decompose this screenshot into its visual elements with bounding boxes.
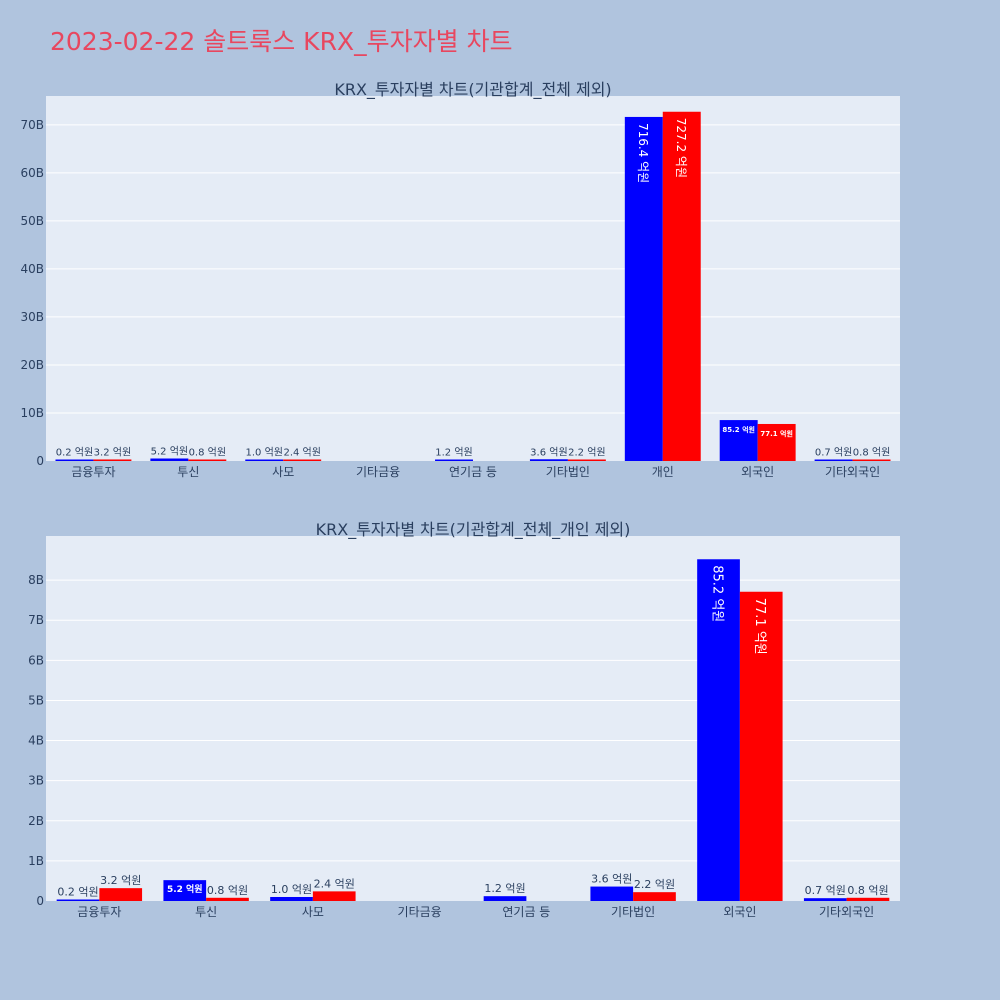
x-tick-label: 외국인 <box>723 905 756 919</box>
sell-bar <box>846 897 890 901</box>
sell-bar <box>188 459 227 461</box>
y-tick-label: 70B <box>20 118 44 132</box>
chart-excluding-individual: KRX_투자자별 차트(기관합계_전체_개인 제외) 0 1B 2B 3B 4B 5B 6B 7… <box>28 520 900 919</box>
buy-bar <box>56 899 100 901</box>
data-label: 0.8 억원 <box>207 884 248 897</box>
chart-title: KRX_투자자별 차트(기관합계_전체_개인 제외) <box>316 520 631 540</box>
x-tick-label: 연기금 등 <box>449 465 497 479</box>
x-tick-label: 투신 <box>195 905 217 919</box>
x-tick-label: 연기금 등 <box>502 905 550 919</box>
buy-bar <box>590 886 634 901</box>
chart-all-investors: KRX_투자자별 차트(기관합계_전체 제외) 0 10B 20B 30B 40B 50B 6… <box>20 80 900 479</box>
data-label: 1.2 억원 <box>484 882 525 895</box>
data-label: 2.4 억원 <box>314 877 355 890</box>
x-tick-label: 기타외국인 <box>825 465 880 479</box>
y-tick-label: 10B <box>20 406 44 420</box>
data-label: 0.8 억원 <box>853 447 890 459</box>
x-tick-label: 금융투자 <box>77 905 121 919</box>
buy-bar <box>163 880 207 901</box>
data-label: 2.2 억원 <box>568 447 605 459</box>
buy-bar <box>624 116 663 462</box>
y-tick-label: 5B <box>28 693 44 707</box>
buy-bar <box>245 459 284 461</box>
data-label: 85.2 억원 <box>710 565 725 622</box>
x-tick-label: 기타법인 <box>611 905 655 919</box>
sell-bar <box>99 888 143 901</box>
y-tick-label: 1B <box>28 854 44 868</box>
buy-bar <box>55 459 94 461</box>
data-label: 3.2 억원 <box>94 446 131 458</box>
x-tick-label: 개인 <box>652 465 674 479</box>
buy-bar <box>435 459 473 461</box>
x-tick-label: 기타외국인 <box>819 905 874 919</box>
buy-bar <box>803 898 847 901</box>
buy-bar <box>270 896 313 901</box>
sell-bar <box>283 459 322 461</box>
data-label: 1.0 억원 <box>246 447 283 459</box>
data-label: 0.7 억원 <box>815 447 852 459</box>
data-label: 716.4 억원 <box>636 123 650 183</box>
data-label: 2.2 억원 <box>634 878 675 891</box>
buy-bar <box>814 459 853 461</box>
y-tick-label: 40B <box>20 262 44 276</box>
data-label: 5.2 억원 <box>167 883 203 895</box>
y-tick-label: 50B <box>20 214 44 228</box>
page-title: 2023-02-22 솔트룩스 KRX_투자자별 차트 <box>50 27 513 56</box>
data-label: 3.6 억원 <box>591 873 632 886</box>
y-tick-label: 6B <box>28 653 44 667</box>
data-label: 0.8 억원 <box>189 447 226 459</box>
data-label: 727.2 억원 <box>674 118 688 178</box>
sell-bar <box>567 459 606 461</box>
data-label: 85.2 억원 <box>722 425 755 434</box>
sell-bar <box>312 891 356 901</box>
buy-bar <box>150 458 189 461</box>
y-tick-label: 8B <box>28 573 44 587</box>
y-tick-label: 7B <box>28 613 44 627</box>
x-tick-label: 사모 <box>272 465 294 479</box>
x-tick-label: 금융투자 <box>71 465 115 479</box>
sell-bar <box>852 459 891 461</box>
buy-bar <box>529 459 568 461</box>
sell-bar <box>633 892 676 901</box>
y-tick-label: 0 <box>36 894 44 908</box>
x-tick-label: 투신 <box>177 465 199 479</box>
buy-bar <box>697 559 740 901</box>
buy-bar <box>483 896 527 901</box>
data-label: 77.1 억원 <box>752 598 767 655</box>
data-label: 1.2 억원 <box>435 447 472 459</box>
data-label: 0.8 억원 <box>847 884 888 897</box>
data-label: 1.0 억원 <box>271 883 312 896</box>
y-tick-label: 60B <box>20 166 44 180</box>
data-label: 0.7 억원 <box>805 884 846 897</box>
y-tick-label: 2B <box>28 814 44 828</box>
data-label: 2.4 억원 <box>283 447 320 459</box>
x-tick-label: 기타금융 <box>356 465 400 479</box>
x-tick-label: 기타금융 <box>398 905 442 919</box>
x-tick-label: 외국인 <box>741 465 774 479</box>
y-tick-label: 3B <box>28 774 44 788</box>
plot-background <box>46 96 900 461</box>
y-tick-label: 20B <box>20 358 44 372</box>
sell-bar <box>662 111 701 462</box>
chart-title: KRX_투자자별 차트(기관합계_전체 제외) <box>334 80 611 100</box>
sell-bar <box>739 591 783 901</box>
sell-bar <box>93 459 132 461</box>
data-label: 77.1 억원 <box>760 429 793 438</box>
data-label: 5.2 억원 <box>151 446 188 458</box>
y-tick-label: 30B <box>20 310 44 324</box>
y-tick-label: 0 <box>36 454 44 468</box>
sell-bar <box>206 897 249 901</box>
sell-bar <box>757 423 796 461</box>
buy-bar <box>719 420 758 461</box>
x-tick-label: 기타법인 <box>546 465 590 479</box>
data-label: 3.6 억원 <box>530 446 567 458</box>
data-label: 0.2 억원 <box>57 886 98 899</box>
data-label: 3.2 억원 <box>100 874 141 887</box>
y-tick-label: 4B <box>28 734 44 748</box>
data-label: 0.2 억원 <box>56 447 93 459</box>
x-tick-label: 사모 <box>302 905 324 919</box>
